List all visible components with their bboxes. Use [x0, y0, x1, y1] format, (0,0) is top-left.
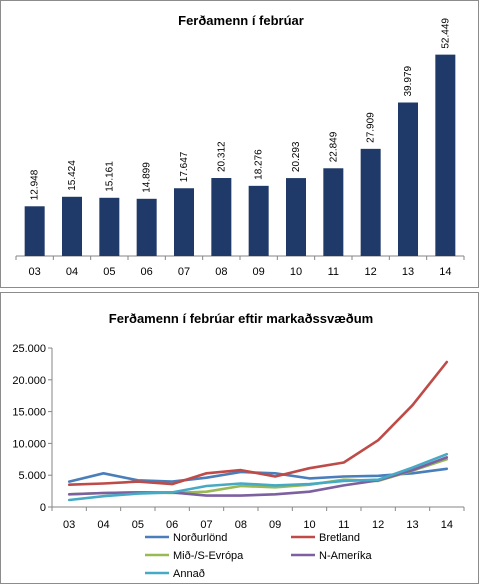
bar — [99, 197, 120, 256]
x-tick-label: 06 — [166, 519, 178, 531]
bar-chart: Ferðamenn í febrúar 12.948 15.424 15.161 14… — [15, 13, 465, 278]
x-tick-label: 05 — [132, 519, 144, 531]
y-tick-label: 15.000 — [12, 407, 46, 419]
bar-data-label: 27.909 — [366, 112, 377, 143]
bar — [62, 196, 82, 256]
line-chart-title: Ferðamenn í febrúar eftir markaðssvæðum — [109, 311, 373, 326]
y-tick-label: 20.000 — [12, 375, 46, 387]
x-tick-label: 12 — [365, 266, 377, 278]
x-tick-label: 13 — [406, 519, 418, 531]
bar-chart-axis — [15, 255, 465, 260]
x-tick-label: 03 — [63, 519, 75, 531]
x-tick-label: 08 — [215, 266, 227, 278]
bar-data-label: 15.424 — [67, 160, 78, 191]
y-tick-label: 10.000 — [12, 438, 46, 450]
x-tick-label: 08 — [235, 519, 247, 531]
y-tick-label: 5.000 — [18, 470, 46, 482]
y-tick-label: 0 — [40, 502, 46, 514]
y-tick-label: 25.000 — [12, 343, 46, 355]
x-tick-label: 14 — [439, 266, 451, 278]
bar-data-label: 20.293 — [291, 141, 302, 172]
bar-data-label: 52.449 — [440, 18, 451, 49]
bar — [398, 102, 418, 257]
x-tick-label: 11 — [338, 519, 349, 531]
bar-data-label: 18.276 — [254, 149, 265, 180]
bar-data-label: 15.161 — [104, 161, 115, 192]
x-tick-label: 04 — [66, 266, 78, 278]
line-chart-axes — [48, 347, 465, 511]
x-tick-label: 06 — [141, 266, 153, 278]
line-chart-x-ticks: 03 04 05 06 07 08 09 10 11 12 13 14 — [63, 519, 453, 531]
bar — [435, 54, 456, 257]
legend-label: Norðurlönd — [173, 532, 227, 544]
x-tick-label: 09 — [269, 519, 281, 531]
bar — [286, 178, 306, 256]
x-tick-label: 04 — [97, 519, 109, 531]
line-chart-y-ticks: 0 5.000 10.000 15.000 20.000 25.000 — [12, 343, 46, 514]
bar-data-label: 12.948 — [30, 169, 41, 200]
x-tick-label: 10 — [290, 266, 302, 278]
x-tick-label: 07 — [200, 519, 212, 531]
series-line — [67, 360, 449, 486]
x-tick-label: 05 — [103, 266, 115, 278]
bar-data-label: 17.647 — [179, 151, 190, 182]
x-tick-label: 10 — [303, 519, 315, 531]
bar-chart-x-ticks: 03 04 05 06 07 08 09 10 11 12 13 14 — [29, 266, 452, 278]
x-tick-label: 12 — [372, 519, 384, 531]
legend-label: N-Ameríka — [319, 550, 372, 562]
bar — [360, 148, 381, 256]
bar — [174, 188, 194, 256]
bar-chart-title: Ferðamenn í febrúar — [178, 13, 304, 28]
legend-label: Bretland — [319, 532, 360, 544]
bar-data-label: 20.312 — [216, 141, 227, 172]
bar-data-label: 22.849 — [328, 131, 339, 162]
bar-chart-bars — [24, 54, 456, 257]
legend-label: Mið-/S-Evrópa — [173, 550, 244, 562]
line-chart: Ferðamenn í febrúar eftir markaðssvæðum … — [12, 311, 465, 580]
x-tick-label: 14 — [441, 519, 453, 531]
bar — [323, 168, 344, 256]
x-tick-label: 09 — [253, 266, 265, 278]
bar — [136, 198, 157, 256]
bar — [248, 185, 269, 256]
bar — [211, 178, 232, 256]
line-chart-legend: Norðurlönd Bretland Mið-/S-Evrópa N-Ameríka… — [145, 532, 372, 580]
legend-label: Annað — [173, 568, 205, 580]
bar-data-label: 14.899 — [142, 162, 153, 193]
x-tick-label: 11 — [328, 266, 339, 278]
x-tick-label: 07 — [178, 266, 190, 278]
bar-chart-data-labels: 12.948 15.424 15.161 14.899 17.647 20.312 18.2… — [30, 18, 452, 201]
bar-data-label: 39.979 — [403, 65, 414, 96]
bar-chart-panel: Ferðamenn í febrúar 12.948 15.424 15.161 14… — [0, 0, 479, 288]
x-tick-label: 03 — [29, 266, 41, 278]
series-line — [67, 452, 449, 502]
line-chart-panel: Ferðamenn í febrúar eftir markaðssvæðum … — [0, 292, 479, 584]
line-chart-series — [67, 360, 449, 502]
bar — [24, 206, 45, 256]
x-tick-label: 13 — [402, 266, 414, 278]
